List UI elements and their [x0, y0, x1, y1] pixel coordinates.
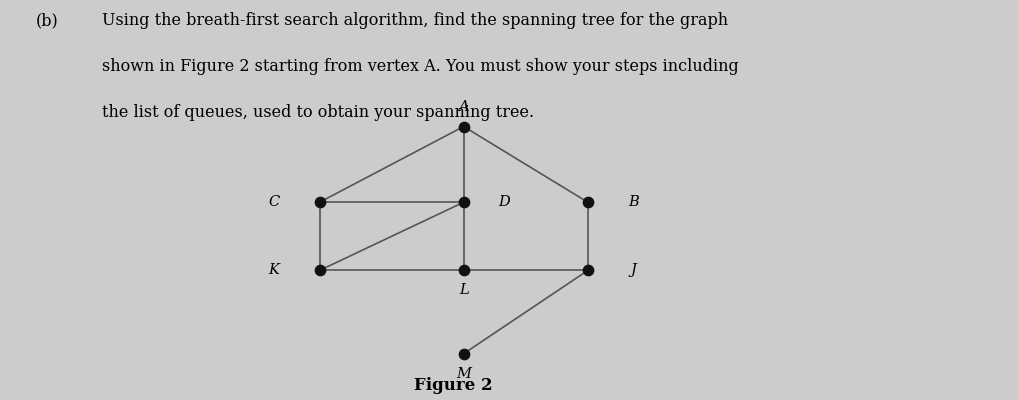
Point: [312, 267, 328, 274]
Text: Figure 2: Figure 2: [415, 377, 493, 394]
Text: A: A: [459, 100, 469, 114]
Point: [455, 267, 472, 274]
Text: B: B: [629, 195, 639, 209]
Text: (b): (b): [36, 12, 58, 29]
Text: D: D: [498, 195, 511, 209]
Text: M: M: [457, 367, 471, 381]
Text: K: K: [268, 264, 279, 278]
Point: [455, 123, 472, 130]
Text: L: L: [459, 283, 469, 298]
Point: [580, 199, 596, 206]
Point: [312, 199, 328, 206]
Text: the list of queues, used to obtain your spanning tree.: the list of queues, used to obtain your …: [102, 104, 534, 121]
Text: J: J: [631, 264, 637, 278]
Text: shown in Figure 2 starting from vertex A. You must show your steps including: shown in Figure 2 starting from vertex A…: [102, 58, 739, 75]
Point: [455, 350, 472, 357]
Text: C: C: [268, 195, 279, 209]
Point: [455, 199, 472, 206]
Text: Using the breath-first search algorithm, find the spanning tree for the graph: Using the breath-first search algorithm,…: [102, 12, 728, 29]
Point: [580, 267, 596, 274]
